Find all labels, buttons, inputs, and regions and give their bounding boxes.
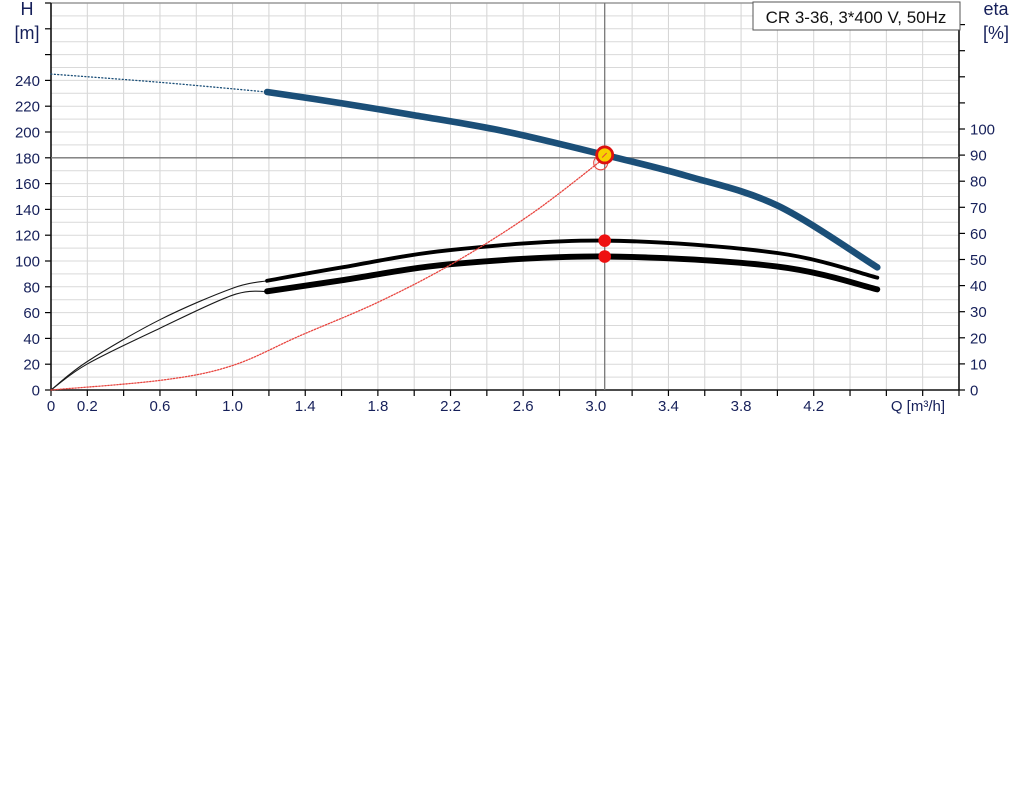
- svg-text:100: 100: [970, 122, 995, 139]
- svg-text:[m]: [m]: [15, 23, 40, 43]
- svg-text:0: 0: [32, 383, 40, 400]
- svg-text:20: 20: [970, 330, 987, 347]
- svg-text:140: 140: [15, 202, 40, 219]
- svg-text:90: 90: [970, 148, 987, 165]
- svg-text:3.4: 3.4: [658, 398, 679, 415]
- svg-text:120: 120: [15, 228, 40, 245]
- svg-text:10: 10: [970, 356, 987, 373]
- svg-text:0.2: 0.2: [77, 398, 98, 415]
- svg-text:2.2: 2.2: [440, 398, 461, 415]
- svg-text:4.2: 4.2: [803, 398, 824, 415]
- svg-text:3.0: 3.0: [585, 398, 606, 415]
- svg-text:3.8: 3.8: [731, 398, 752, 415]
- svg-text:40: 40: [970, 278, 987, 295]
- svg-text:CR 3-36, 3*400 V, 50Hz: CR 3-36, 3*400 V, 50Hz: [766, 8, 947, 27]
- svg-text:2.6: 2.6: [513, 398, 534, 415]
- svg-text:1.4: 1.4: [295, 398, 316, 415]
- svg-text:1.0: 1.0: [222, 398, 243, 415]
- svg-text:200: 200: [15, 125, 40, 142]
- svg-text:50: 50: [970, 252, 987, 269]
- svg-text:60: 60: [970, 226, 987, 243]
- svg-text:40: 40: [23, 331, 40, 348]
- svg-text:180: 180: [15, 150, 40, 167]
- svg-text:220: 220: [15, 99, 40, 116]
- svg-text:1.8: 1.8: [367, 398, 388, 415]
- svg-text:60: 60: [23, 305, 40, 322]
- svg-text:0.6: 0.6: [150, 398, 171, 415]
- svg-text:0: 0: [47, 398, 55, 415]
- svg-text:240: 240: [15, 73, 40, 90]
- svg-text:0: 0: [970, 383, 978, 400]
- svg-text:eta: eta: [983, 0, 1009, 19]
- svg-text:80: 80: [23, 279, 40, 296]
- svg-text:80: 80: [970, 174, 987, 191]
- svg-text:[%]: [%]: [983, 23, 1009, 43]
- svg-text:H: H: [21, 0, 34, 19]
- svg-text:Q [m³/h]: Q [m³/h]: [891, 398, 945, 415]
- svg-text:70: 70: [970, 200, 987, 217]
- svg-text:20: 20: [23, 357, 40, 374]
- svg-text:160: 160: [15, 176, 40, 193]
- svg-text:30: 30: [970, 304, 987, 321]
- svg-text:100: 100: [15, 254, 40, 271]
